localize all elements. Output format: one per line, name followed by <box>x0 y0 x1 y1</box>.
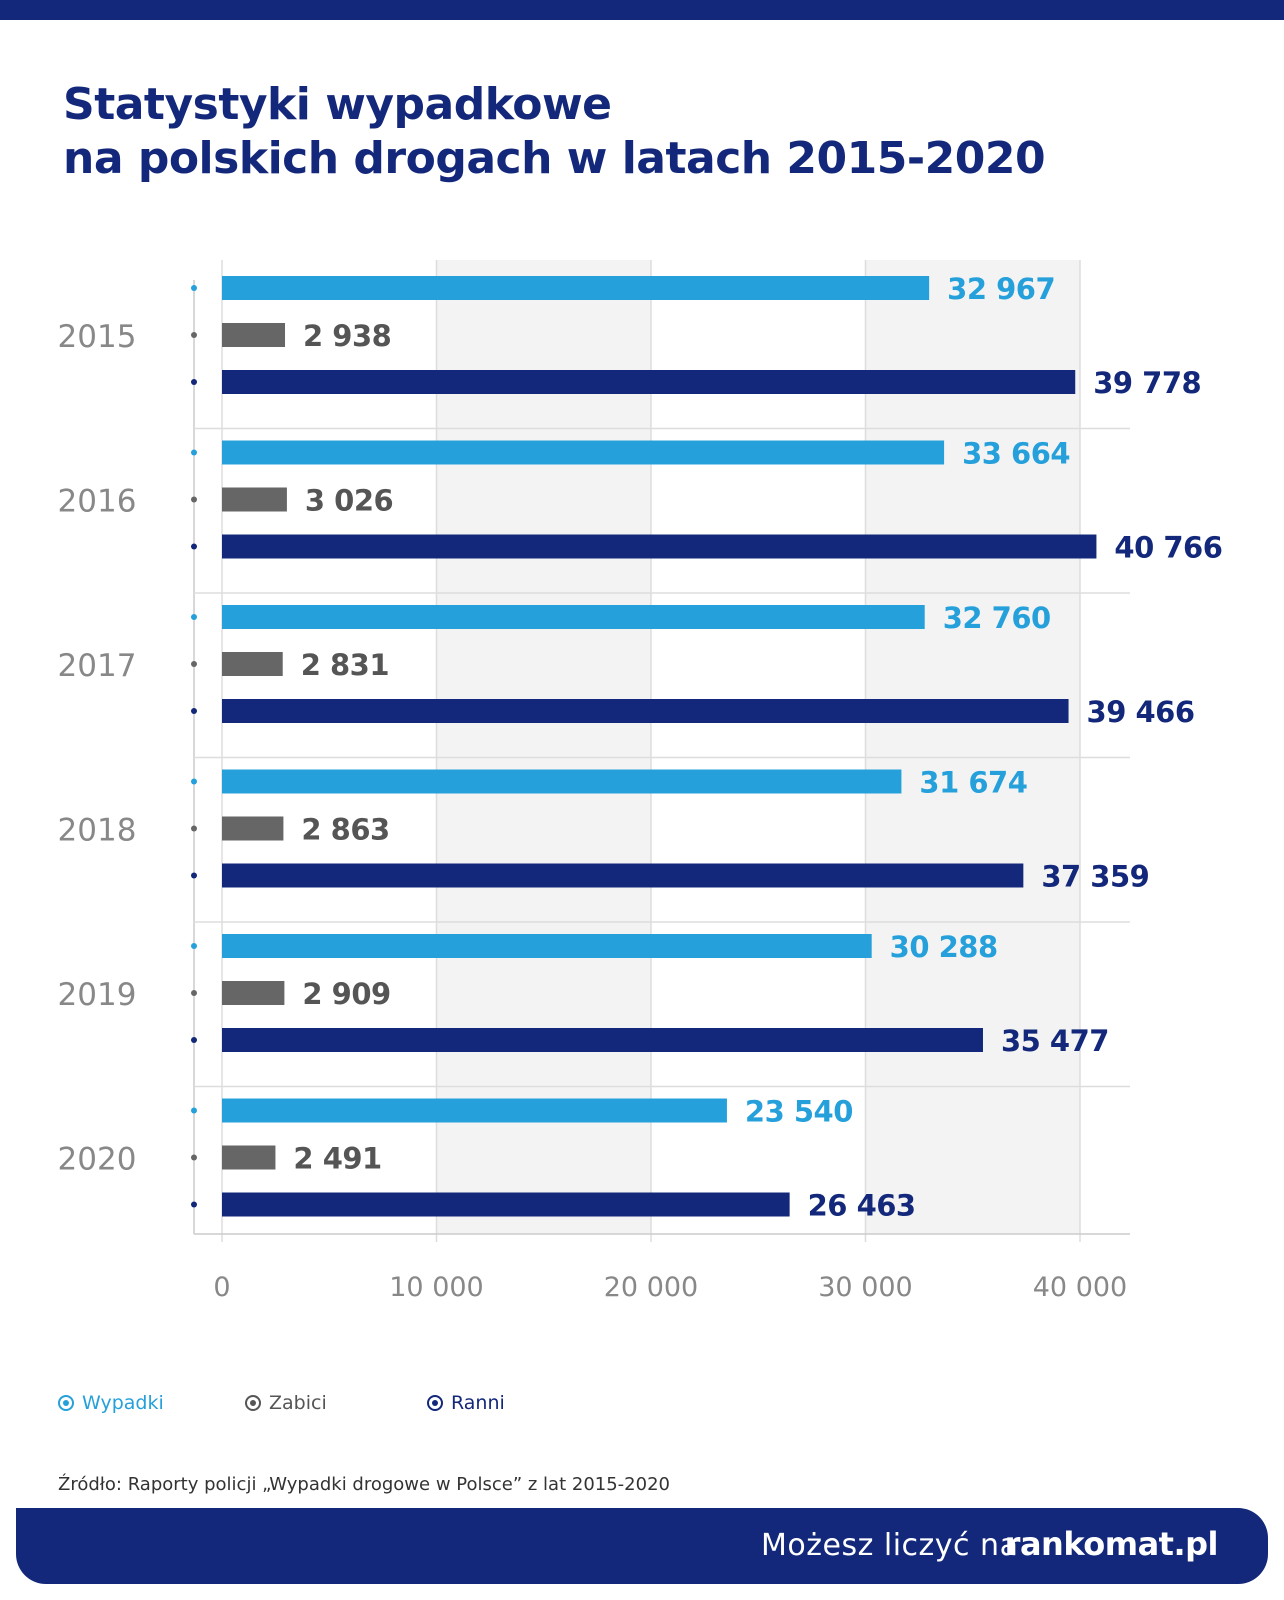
bar-marker <box>191 496 197 503</box>
bar-marker <box>191 449 197 456</box>
data-label: 33 664 <box>962 437 1070 471</box>
bar-marker <box>191 943 197 949</box>
bar-marker <box>191 661 197 667</box>
legend-label-wypadki: Wypadki <box>82 1392 164 1414</box>
bar-marker <box>191 708 197 714</box>
data-label: 26 463 <box>808 1189 916 1223</box>
bar <box>222 934 872 958</box>
data-label: 30 288 <box>890 930 998 964</box>
data-label: 39 466 <box>1087 695 1195 729</box>
legend-zabici-icon <box>245 1395 261 1411</box>
x-tick-label: 0 <box>213 1272 230 1303</box>
data-label: 35 477 <box>1001 1024 1109 1058</box>
legend-item-zabici: Zabici <box>245 1392 327 1414</box>
bar <box>222 323 286 347</box>
data-label: 2 491 <box>293 1142 381 1176</box>
bar-marker <box>191 285 197 291</box>
page-title: Statystyki wypadkowe na polskich drogach… <box>63 78 1046 186</box>
bar <box>222 652 283 676</box>
bar <box>222 605 925 629</box>
legend-ranni-icon <box>427 1395 443 1411</box>
legend-label-zabici: Zabici <box>269 1392 327 1414</box>
brand-logo[interactable]: rankomat.pl <box>1004 1525 1219 1563</box>
bar <box>222 1098 727 1123</box>
bar <box>222 863 1024 888</box>
bar-marker <box>191 778 197 785</box>
grid-band <box>436 260 651 1234</box>
grid-band <box>865 260 1080 1234</box>
bar <box>222 1192 790 1217</box>
data-label: 39 778 <box>1093 366 1201 400</box>
legend: Wypadki Zabici Ranni <box>0 1392 1284 1422</box>
data-label: 37 359 <box>1041 860 1149 894</box>
data-label: 32 967 <box>947 272 1055 306</box>
bar <box>222 487 287 512</box>
bar-marker <box>191 332 197 338</box>
data-label: 40 766 <box>1114 531 1222 565</box>
bar <box>222 1028 983 1052</box>
bar-marker <box>191 825 197 832</box>
category-label: 2017 <box>58 648 137 684</box>
legend-wypadki-icon <box>58 1395 74 1411</box>
bar-marker <box>191 1107 197 1114</box>
data-label: 2 831 <box>301 648 389 682</box>
bar-marker <box>191 1154 197 1161</box>
bar <box>222 981 285 1005</box>
bar <box>222 699 1069 723</box>
bar-chart: 0 10 000 20 000 30 000 40 000 2015 32 967 2 938… <box>58 260 1223 1303</box>
x-tick-label: 30 000 <box>818 1272 912 1303</box>
x-tick-label: 10 000 <box>389 1272 483 1303</box>
bar-marker <box>191 379 197 385</box>
data-label: 2 909 <box>302 977 390 1011</box>
title-line-2: na polskich drogach w latach 2015-2020 <box>63 133 1046 184</box>
category-label: 2018 <box>58 813 137 849</box>
footer-tagline: Możesz liczyć na <box>761 1528 1019 1563</box>
legend-label-ranni: Ranni <box>451 1392 505 1414</box>
x-tick-label: 20 000 <box>604 1272 698 1303</box>
source-note: Źródło: Raporty policji „Wypadki drogowe… <box>58 1474 670 1495</box>
title-line-1: Statystyki wypadkowe <box>63 79 612 130</box>
data-label: 32 760 <box>943 601 1051 635</box>
category-label: 2019 <box>58 977 137 1013</box>
bar-marker <box>191 1037 197 1043</box>
category-label: 2015 <box>58 319 137 355</box>
legend-item-ranni: Ranni <box>427 1392 505 1414</box>
data-label: 2 863 <box>301 813 389 847</box>
data-label: 2 938 <box>303 319 391 353</box>
category-label: 2016 <box>58 484 137 520</box>
data-label: 3 026 <box>305 484 393 518</box>
bar <box>222 769 902 794</box>
bar-marker <box>191 543 197 550</box>
bar <box>222 440 945 465</box>
data-label: 31 674 <box>919 766 1027 800</box>
top-bar <box>0 0 1284 20</box>
bar <box>222 276 930 300</box>
bar <box>222 370 1076 394</box>
bar-marker <box>191 872 197 879</box>
bar <box>222 1145 276 1170</box>
x-tick-label: 40 000 <box>1033 1272 1127 1303</box>
bar-marker <box>191 1201 197 1208</box>
category-label: 2020 <box>58 1142 137 1178</box>
legend-item-wypadki: Wypadki <box>58 1392 164 1414</box>
data-label: 23 540 <box>745 1095 853 1129</box>
bar-marker <box>191 990 197 996</box>
footer-bar: Możesz liczyć na rankomat.pl <box>16 1508 1268 1584</box>
bar <box>222 534 1097 559</box>
bar <box>222 816 284 841</box>
bar-marker <box>191 614 197 620</box>
